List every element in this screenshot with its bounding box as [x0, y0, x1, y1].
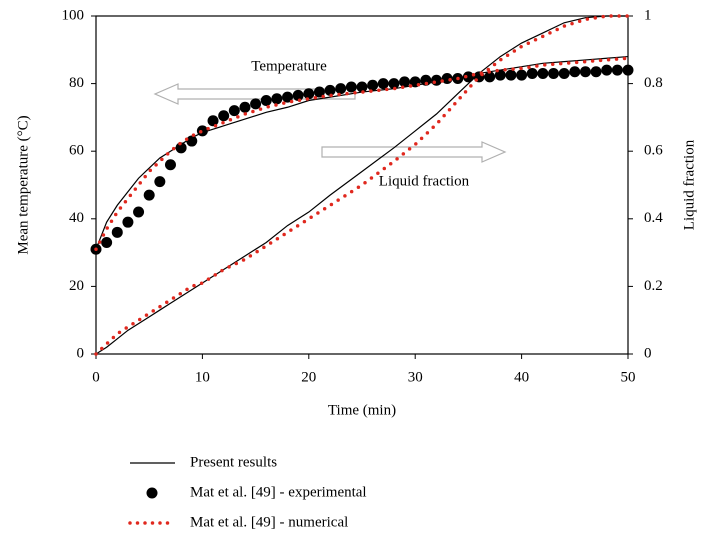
data-point — [313, 86, 325, 98]
data-point — [154, 176, 166, 188]
data-point — [324, 84, 336, 96]
data-point — [101, 236, 113, 248]
x-tick-label: 20 — [301, 369, 316, 385]
y2-tick-label: 0.2 — [644, 278, 663, 294]
data-point — [111, 226, 123, 238]
data-line — [95, 15, 628, 355]
data-point — [484, 71, 496, 83]
data-point — [164, 159, 176, 171]
annotation: Liquid fraction — [379, 173, 470, 189]
y2-tick-label: 0 — [644, 345, 652, 361]
data-line — [95, 55, 629, 250]
data-point — [601, 64, 613, 76]
legend-label: Mat et al. [49] - numerical — [190, 514, 348, 530]
data-point — [122, 216, 134, 228]
data-point — [377, 78, 389, 90]
data-point — [196, 125, 208, 137]
annotation: Temperature — [251, 58, 327, 74]
legend-label: Present results — [190, 454, 277, 470]
x-tick-label: 40 — [514, 369, 529, 385]
y2-axis-label: Liquid fraction — [681, 139, 697, 230]
y-tick-label: 20 — [69, 278, 84, 294]
y2-tick-label: 1 — [644, 7, 652, 23]
data-point — [292, 89, 304, 101]
y-tick-label: 100 — [62, 7, 85, 23]
data-point — [516, 69, 528, 81]
data-point — [388, 78, 400, 90]
data-point — [430, 74, 442, 86]
y-tick-label: 0 — [77, 345, 85, 361]
y2-tick-label: 0.8 — [644, 75, 663, 91]
data-point — [303, 88, 315, 100]
data-point — [133, 206, 145, 218]
legend-marker — [146, 487, 158, 499]
x-tick-label: 0 — [92, 369, 100, 385]
data-point — [282, 91, 294, 103]
data-point — [579, 66, 591, 78]
data-point — [239, 101, 251, 113]
data-point — [590, 66, 602, 78]
data-point — [622, 64, 634, 76]
y-tick-label: 80 — [69, 75, 84, 91]
data-point — [399, 76, 411, 88]
data-point — [611, 64, 623, 76]
data-point — [218, 110, 230, 122]
y-tick-label: 60 — [69, 143, 84, 159]
arrow-right — [321, 141, 507, 163]
data-point — [558, 67, 570, 79]
x-tick-label: 50 — [621, 369, 636, 385]
arrow-left — [153, 83, 356, 105]
x-axis-label: Time (min) — [328, 402, 396, 418]
legend-label: Mat et al. [49] - experimental — [190, 484, 367, 500]
data-point — [494, 69, 506, 81]
annotation-arrows — [153, 83, 507, 163]
y2-tick-label: 0.4 — [644, 210, 663, 226]
x-tick-label: 30 — [408, 369, 423, 385]
data-point — [462, 71, 474, 83]
y2-tick-label: 0.6 — [644, 143, 663, 159]
data-point — [250, 98, 262, 110]
x-tick-label: 10 — [195, 369, 210, 385]
data-point — [186, 135, 198, 147]
data-point — [367, 79, 379, 91]
y-tick-label: 40 — [69, 210, 84, 226]
data-point — [505, 69, 517, 81]
data-point — [548, 67, 560, 79]
y-axis-label: Mean temperature (°C) — [15, 115, 31, 254]
data-line — [94, 14, 630, 356]
data-point — [537, 67, 549, 79]
plot-frame — [95, 15, 629, 355]
data-point — [526, 67, 538, 79]
data-point — [420, 74, 432, 86]
data-point — [569, 66, 581, 78]
data-point — [260, 95, 272, 106]
data-point — [143, 189, 155, 201]
data-point — [356, 81, 368, 93]
data-point — [335, 83, 347, 95]
data-point — [228, 105, 240, 117]
data-point — [345, 81, 357, 93]
data-point — [207, 115, 219, 127]
data-point — [175, 142, 187, 154]
data-point — [271, 93, 283, 105]
data-line — [94, 56, 630, 251]
